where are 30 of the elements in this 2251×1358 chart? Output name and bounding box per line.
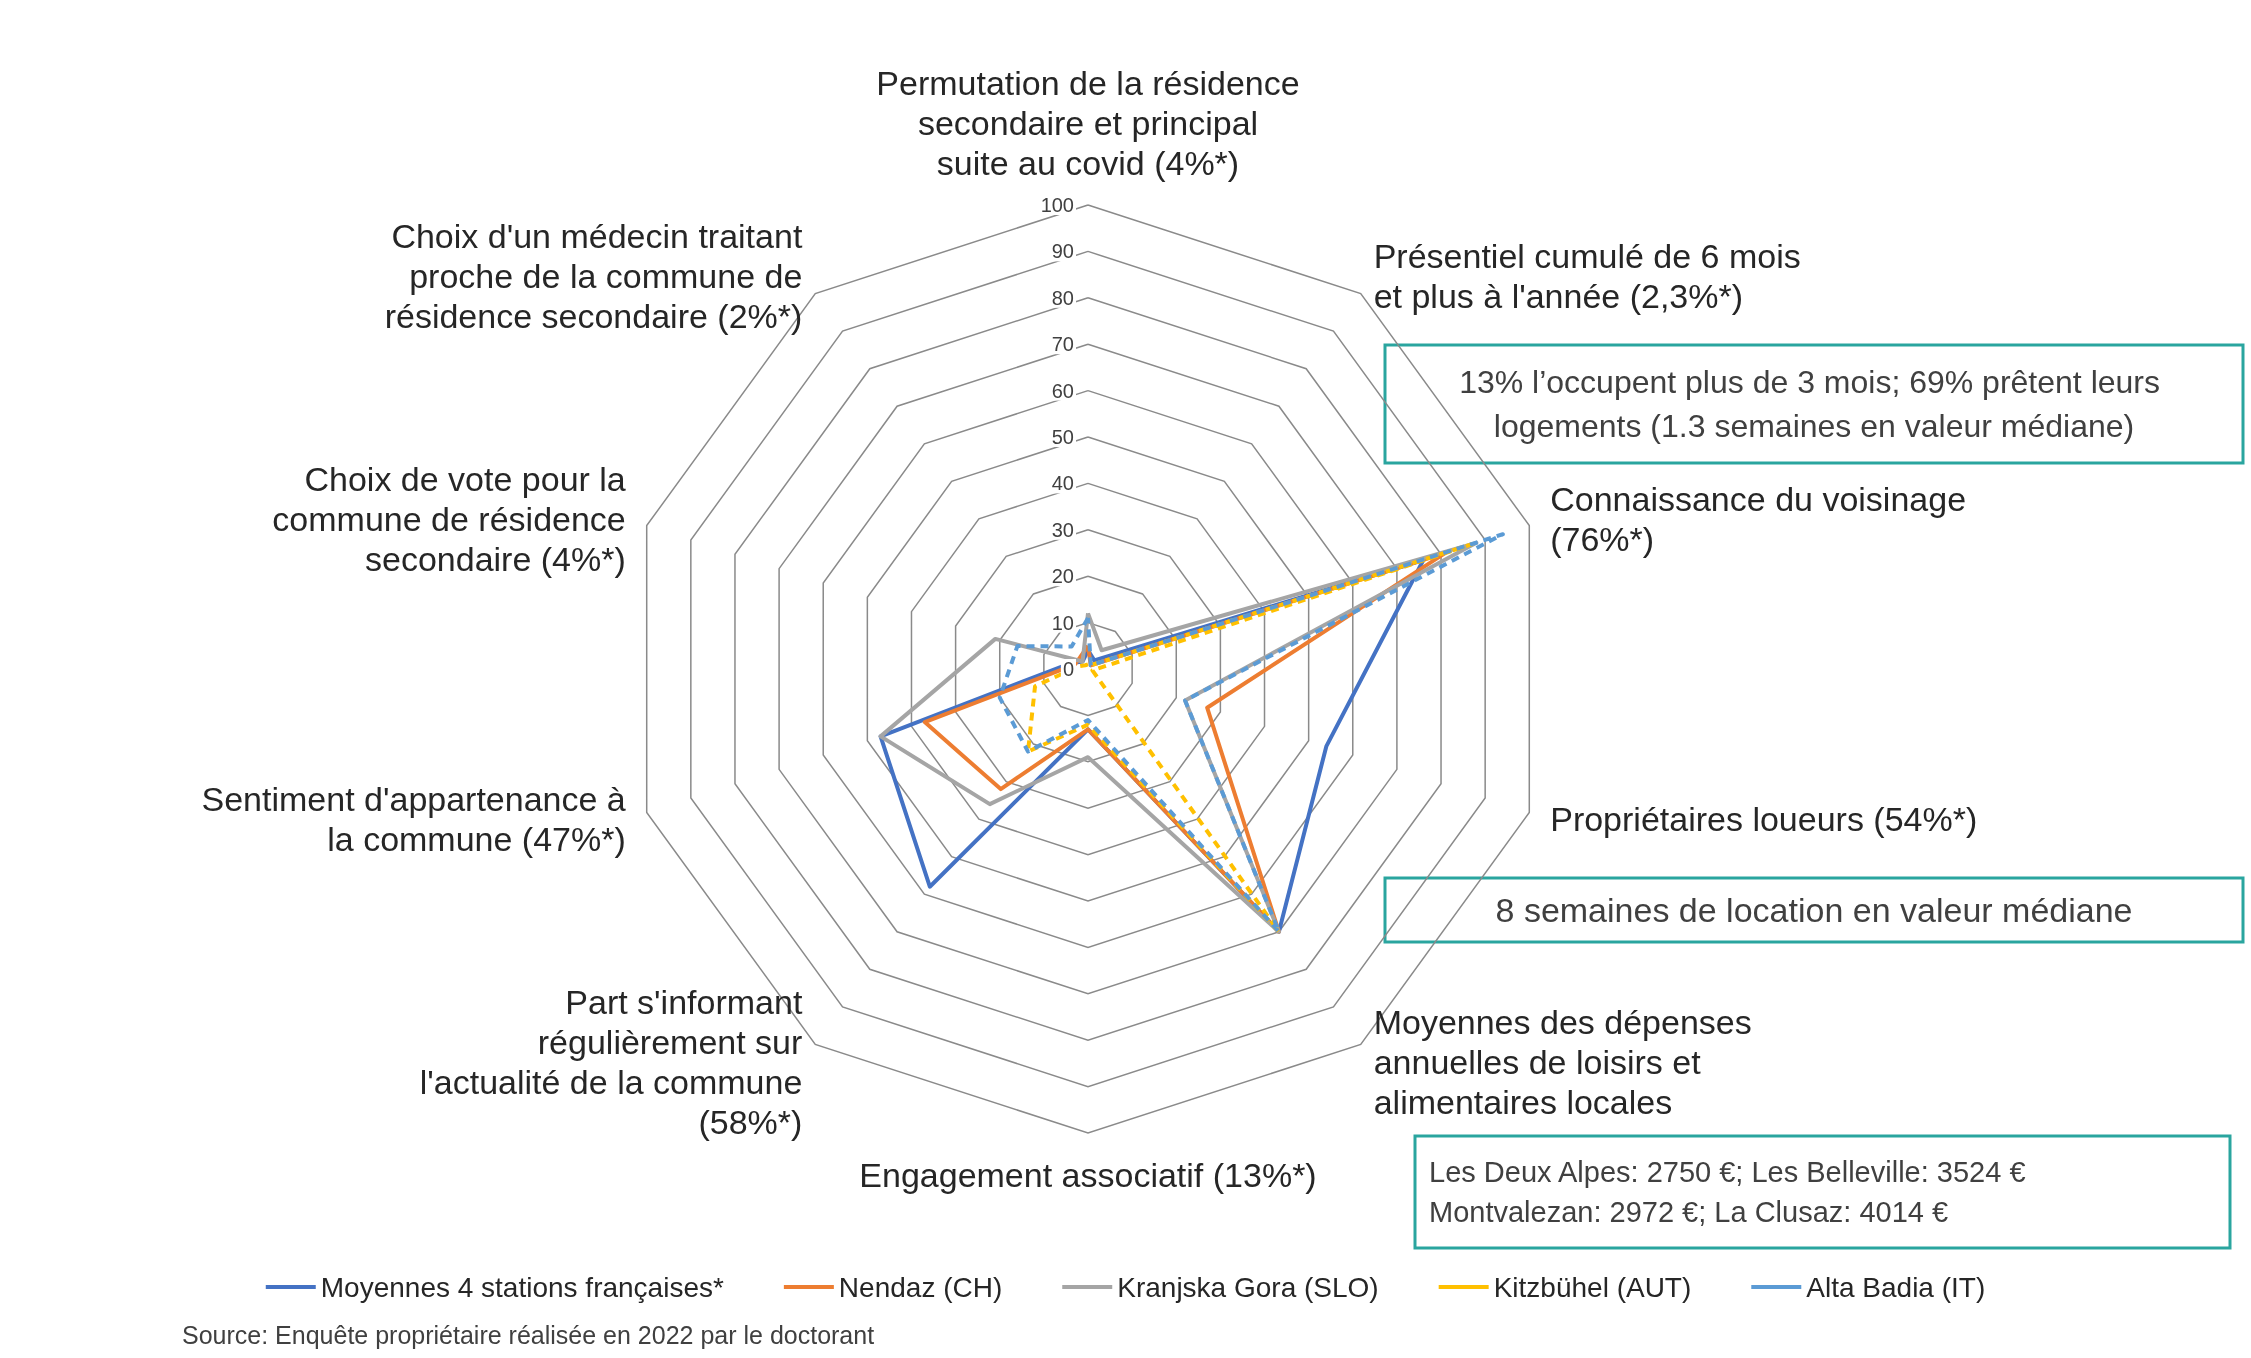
spoke-label: Permutation de la résidence secondaire et principal suite au covid (4%*) xyxy=(876,64,1300,182)
y-tick-label: 10 xyxy=(1051,611,1074,634)
y-tick-label: 70 xyxy=(1051,333,1074,356)
spoke-label: Moyennes des dépenses annuelles de loisirs et alimentaires locales xyxy=(1373,1003,1752,1122)
spoke-label: Engagement associatif (13%*) xyxy=(859,1156,1317,1194)
legend-label: Kitzbühel (AUT) xyxy=(1493,1271,1692,1303)
text: 13% l’occupent plus de 3 mois; 69% prêtent leurs logements (1.3 semaines en valeur médiane) xyxy=(1459,363,2169,445)
y-tick-label: 0 xyxy=(1062,658,1074,680)
y-tick-label: 50 xyxy=(1051,426,1074,448)
y-tick-label: 90 xyxy=(1051,240,1074,263)
y-tick-label: 40 xyxy=(1051,472,1074,495)
legend-label: Alta Badia (IT) xyxy=(1806,1271,1986,1303)
text: Les Deux Alpes: 2750 €; Les Belleville: 3524 € Montvalezan: 2972 €; La Clusaz: 4014 € xyxy=(1429,1155,2034,1229)
spoke-label: Part s'informant régulièrement sur l'actualité de la commune (58%*) xyxy=(419,983,803,1142)
text: 8 semaines de location en valeur médiane xyxy=(1495,891,2133,929)
y-tick-label: 30 xyxy=(1051,518,1074,541)
spoke-label: Connaissance du voisinage (76%*) xyxy=(1550,479,1967,558)
source-note: Source: Enquête propriétaire réalisée en 2022 par le doctorant xyxy=(182,1321,875,1349)
legend-label: Nendaz (CH) xyxy=(838,1271,1003,1303)
spoke-label: Sentiment d'appartenance à la commune (47%*) xyxy=(201,780,626,859)
legend-label: Moyennes 4 stations françaises* xyxy=(320,1271,724,1303)
legend-label: Kranjska Gora (SLO) xyxy=(1117,1271,1379,1303)
y-tick-label: 60 xyxy=(1051,379,1074,402)
spoke-label: Choix d'un médecin traitant proche de la commune de résidence secondaire (2%*) xyxy=(384,216,803,335)
y-tick-label: 100 xyxy=(1040,194,1074,216)
y-tick-label: 20 xyxy=(1051,565,1074,588)
y-tick-label: 80 xyxy=(1051,286,1074,309)
spoke-label: Propriétaires loueurs (54%*) xyxy=(1550,800,1978,839)
spoke-label: Présentiel cumulé de 6 mois et plus à l'année (2,3%*) xyxy=(1373,236,1801,315)
spoke-label: Choix de vote pour la commune de résidence secondaire (4%*) xyxy=(272,459,626,578)
